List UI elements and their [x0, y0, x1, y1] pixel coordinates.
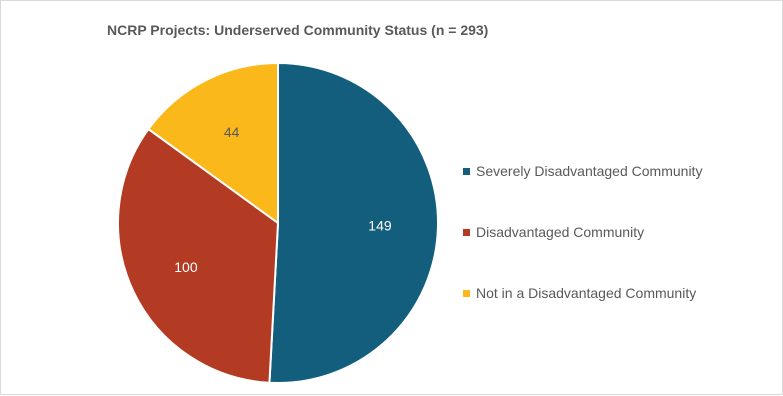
legend-swatch	[463, 290, 470, 297]
legend-swatch	[463, 229, 470, 236]
pie-slice	[117, 127, 280, 384]
chart-title: NCRP Projects: Underserved Community Sta…	[107, 22, 489, 38]
pie-slice	[268, 61, 439, 384]
legend-label: Disadvantaged Community	[476, 224, 645, 240]
slice-data-label: 100	[174, 259, 198, 275]
legend-swatch	[463, 168, 470, 175]
pie-slice	[147, 61, 279, 225]
legend-label: Not in a Disadvantaged Community	[476, 285, 697, 301]
slice-data-label: 149	[368, 218, 392, 234]
slice-data-label: 44	[224, 124, 240, 140]
legend-label: Severely Disadvantaged Community	[476, 163, 703, 179]
